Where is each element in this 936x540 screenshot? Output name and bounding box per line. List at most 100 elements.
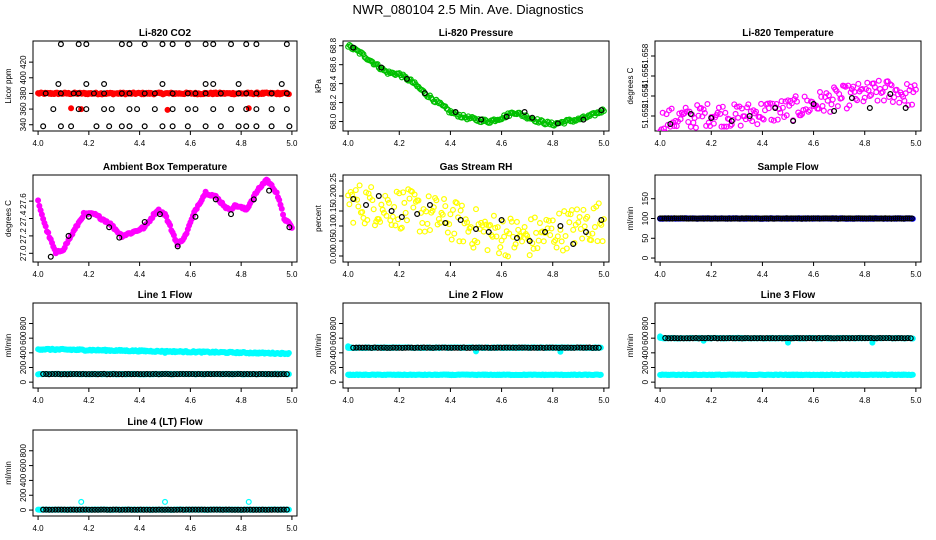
data-point xyxy=(278,81,285,88)
data-point xyxy=(534,245,541,252)
data-point xyxy=(268,106,275,113)
data-point xyxy=(377,344,384,351)
data-point xyxy=(371,344,378,351)
data-point xyxy=(824,335,831,342)
data-point xyxy=(441,195,448,202)
data-point xyxy=(210,371,217,378)
data-point xyxy=(406,195,413,202)
data-point xyxy=(537,344,544,351)
data-point xyxy=(679,215,686,222)
data-point xyxy=(464,219,471,226)
data-point xyxy=(882,215,889,222)
data-point xyxy=(222,370,229,377)
data-point xyxy=(460,238,467,245)
data-point xyxy=(280,506,287,513)
panel-3: Ambient Box Temperature 4.0 4.2 4.4 4.6 4.8 5.… xyxy=(4,162,298,279)
data-point xyxy=(775,215,782,222)
data-point xyxy=(579,235,586,242)
data-point xyxy=(57,123,64,130)
data-point xyxy=(222,506,229,513)
data-point xyxy=(586,344,593,351)
data-point xyxy=(671,335,678,342)
data-point xyxy=(192,90,199,97)
data-point xyxy=(384,196,391,203)
data-point xyxy=(695,335,702,342)
data-point xyxy=(143,371,150,378)
data-point xyxy=(874,97,881,104)
data-point xyxy=(126,41,133,48)
data-point xyxy=(827,108,834,115)
data-point xyxy=(35,197,42,204)
data-point xyxy=(141,41,148,48)
data-point xyxy=(98,506,105,513)
data-point xyxy=(167,222,174,229)
x-tick-label: 5.0 xyxy=(286,396,298,405)
y-axis-label: ml/min xyxy=(626,207,635,231)
data-point xyxy=(101,506,108,513)
data-point xyxy=(210,81,217,88)
data-point xyxy=(266,187,273,194)
data-point xyxy=(146,371,153,378)
data-point xyxy=(726,215,733,222)
data-point xyxy=(116,506,123,513)
x-tick-label: 4.2 xyxy=(83,270,95,279)
data-point xyxy=(146,506,153,513)
data-point xyxy=(125,506,132,513)
data-point xyxy=(165,370,172,377)
data-point xyxy=(672,117,679,124)
x-tick-label: 4.4 xyxy=(445,139,457,148)
data-point xyxy=(126,106,133,113)
data-point xyxy=(722,215,729,222)
data-point xyxy=(192,213,199,220)
y-tick-label: 51.658 xyxy=(641,43,650,68)
data-point xyxy=(790,215,797,222)
data-point xyxy=(689,215,696,222)
data-point xyxy=(687,110,694,117)
data-point xyxy=(253,506,260,513)
data-point xyxy=(827,335,834,342)
plot-frame xyxy=(32,302,298,389)
plot-frame xyxy=(654,302,922,389)
data-point xyxy=(55,506,62,513)
data-point xyxy=(846,102,853,109)
data-point xyxy=(575,219,582,226)
data-point xyxy=(529,114,536,121)
y-tick-label: 68.0 xyxy=(329,113,338,129)
data-point xyxy=(683,335,690,342)
panel-title: Li-820 Pressure xyxy=(439,28,514,39)
x-tick-label: 4.2 xyxy=(83,396,95,405)
data-point xyxy=(814,215,821,222)
data-point xyxy=(276,196,283,203)
data-point xyxy=(88,371,95,378)
data-point xyxy=(177,506,184,513)
data-point xyxy=(790,117,797,124)
data-point xyxy=(904,215,911,222)
data-point xyxy=(714,335,721,342)
data-point xyxy=(204,506,211,513)
data-point xyxy=(131,371,138,378)
data-point xyxy=(715,104,722,111)
data-point xyxy=(447,211,454,218)
data-point xyxy=(250,196,257,203)
y-tick-label: 0.10 xyxy=(329,218,338,234)
data-point xyxy=(554,120,561,127)
data-point xyxy=(831,335,838,342)
y-axis-label: Licor ppm xyxy=(4,68,13,103)
data-point xyxy=(513,218,520,225)
data-point xyxy=(192,371,199,378)
data-point xyxy=(467,115,474,122)
data-point xyxy=(851,215,858,222)
data-point xyxy=(491,344,498,351)
x-tick-label: 4.8 xyxy=(547,270,559,279)
data-point xyxy=(374,61,381,68)
data-point xyxy=(704,101,711,108)
data-point xyxy=(816,215,823,222)
data-point xyxy=(158,370,165,377)
data-point xyxy=(116,234,123,241)
data-point xyxy=(674,335,681,342)
data-point xyxy=(867,335,874,342)
data-point xyxy=(235,123,242,130)
data-point xyxy=(892,215,899,222)
data-point xyxy=(212,196,219,203)
data-point xyxy=(889,335,896,342)
